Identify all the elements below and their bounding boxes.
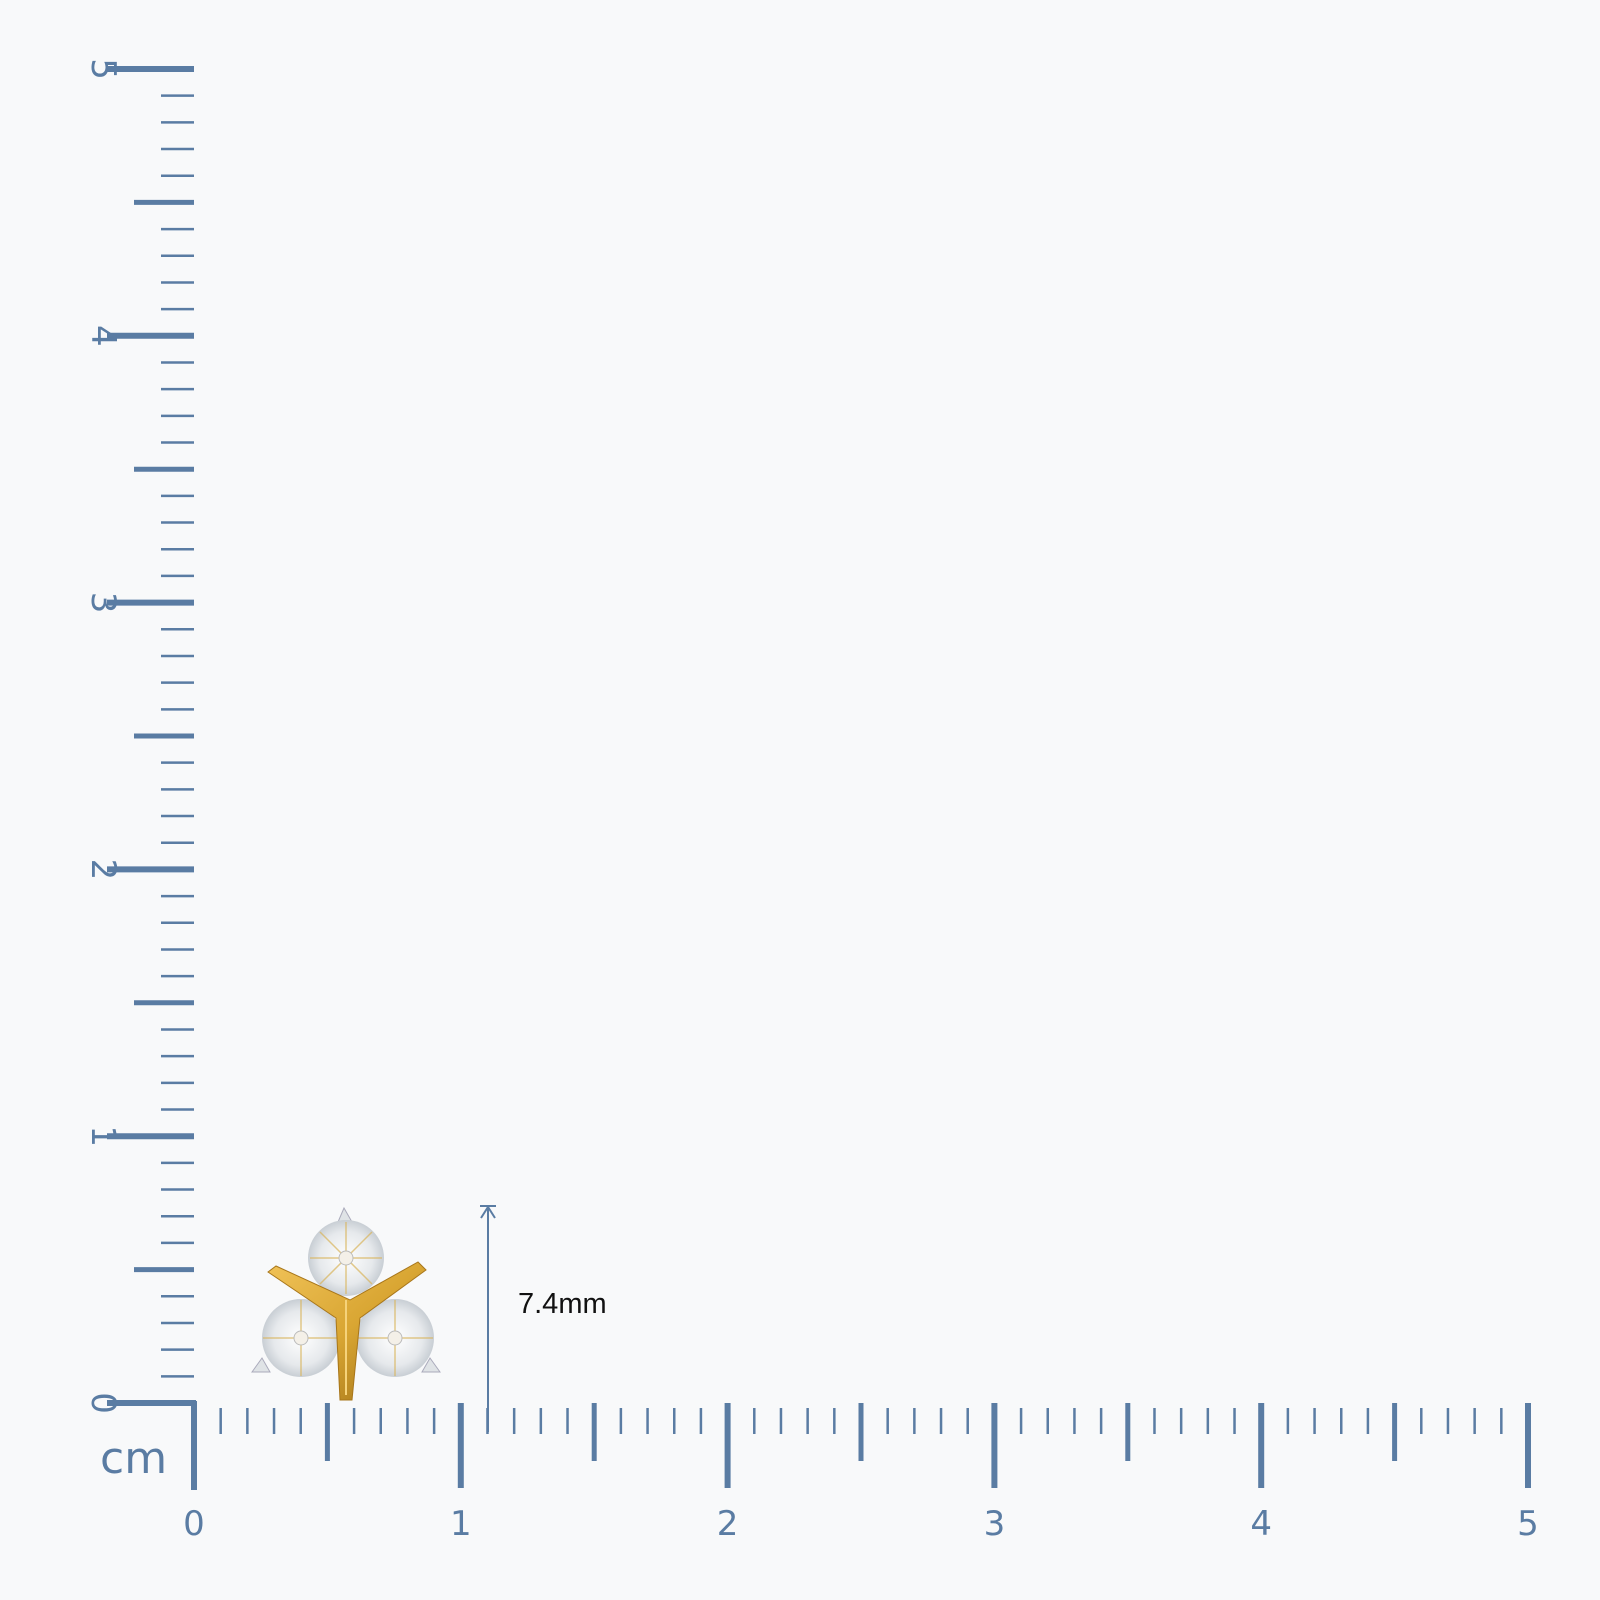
y-tick-label: 4 (83, 325, 123, 347)
y-tick-label: 2 (83, 859, 123, 881)
x-tick-label: 2 (717, 1504, 739, 1544)
height-label: 7.4mm (518, 1288, 607, 1320)
x-tick-label: 5 (1517, 1504, 1539, 1544)
earring (251, 1206, 441, 1401)
x-tick-label: 4 (1250, 1504, 1272, 1544)
height-dimension (480, 1205, 496, 1432)
y-tick-label: 3 (83, 592, 123, 614)
unit-label: cm (100, 1433, 168, 1484)
x-tick-label: 0 (183, 1504, 205, 1544)
x-tick-label: 3 (984, 1504, 1006, 1544)
x-tick-label: 1 (450, 1504, 472, 1544)
y-tick-label: 5 (83, 58, 123, 80)
y-tick-label: 0 (83, 1392, 123, 1414)
y-tick-label: 1 (83, 1125, 123, 1147)
